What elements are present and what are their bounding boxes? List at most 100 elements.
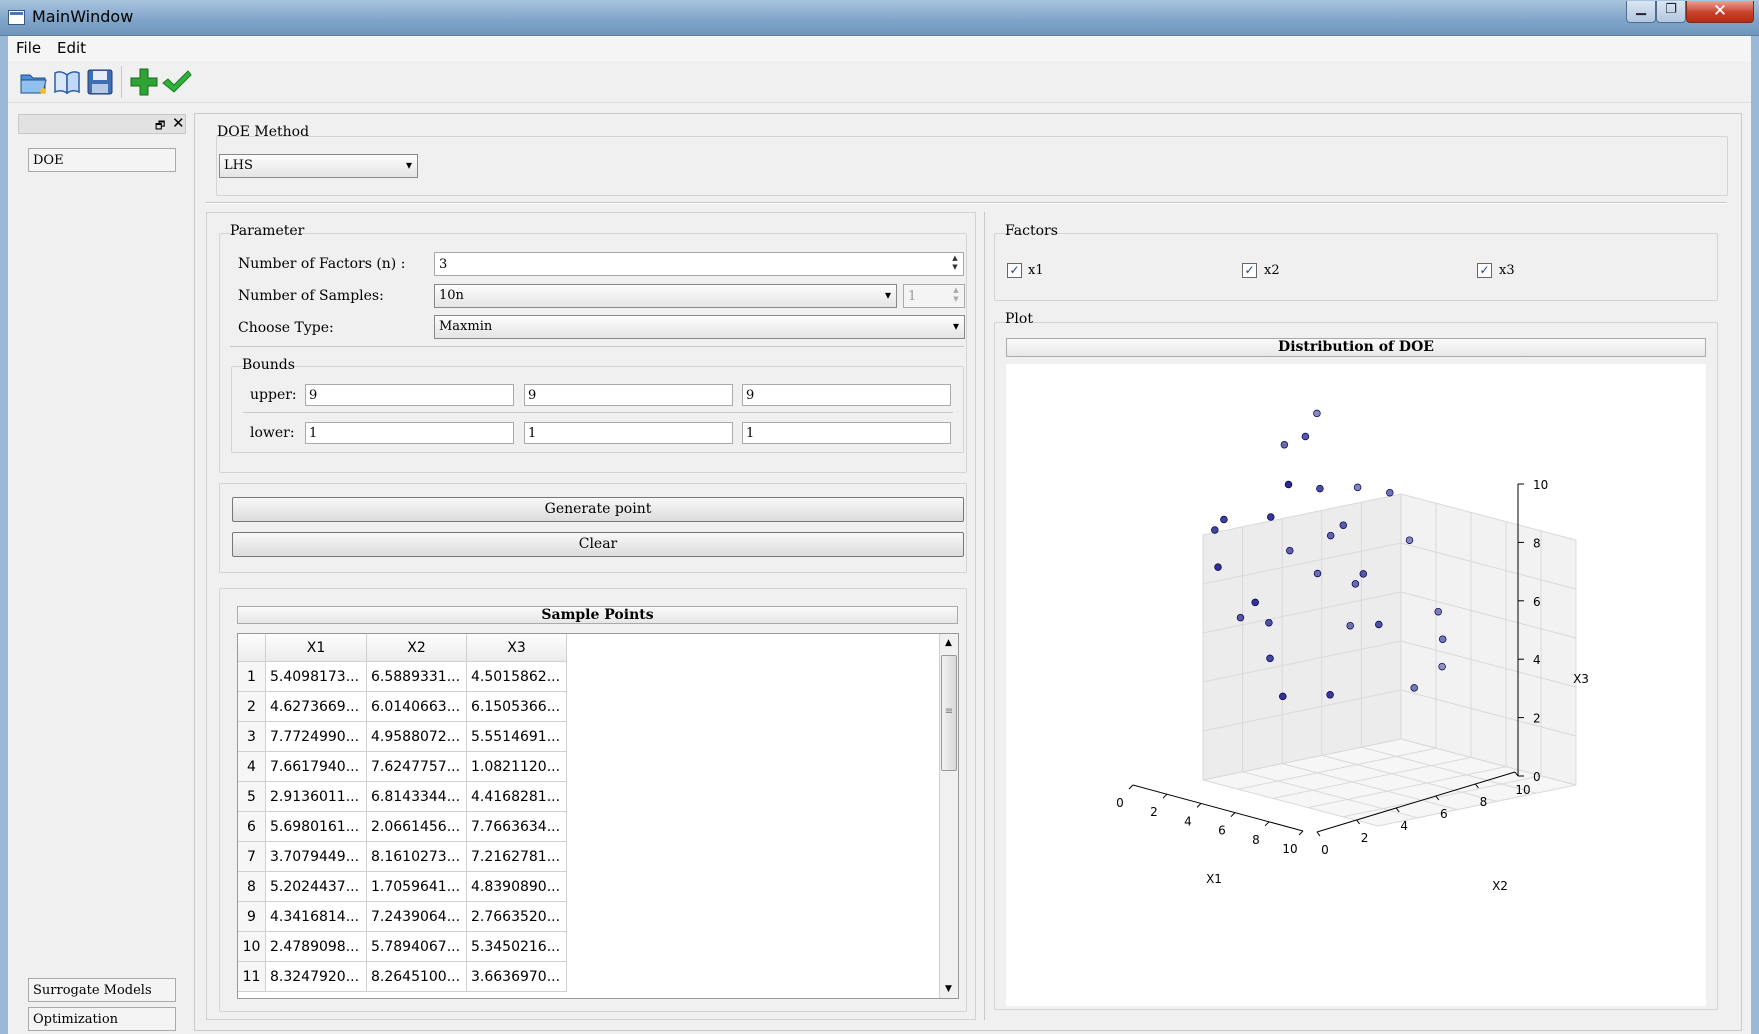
table-cell[interactable]: 4.8390890... <box>467 872 567 902</box>
lower-bound-x3-input[interactable]: 1 <box>742 422 951 444</box>
menu-edit[interactable]: Edit <box>57 39 87 57</box>
table-cell[interactable]: 3.7079449... <box>266 842 367 872</box>
sample-points-table[interactable]: X1 X2 X3 1 5.4098173... 6.5889331... 4.5015… <box>237 633 959 999</box>
table-cell[interactable]: 5.7894067... <box>367 932 467 962</box>
table-cell[interactable]: 8.1610273... <box>367 842 467 872</box>
table-corner[interactable] <box>238 634 266 662</box>
row-header[interactable]: 9 <box>238 902 266 932</box>
table-cell[interactable]: 5.2024437... <box>266 872 367 902</box>
dock-close-icon[interactable]: ✕ <box>172 114 185 132</box>
row-header[interactable]: 1 <box>238 662 266 692</box>
window-title-bar[interactable] <box>0 0 1759 36</box>
lower-bound-x2-input[interactable]: 1 <box>524 422 733 444</box>
factors-count-spinbox[interactable]: 3 ▲ ▼ <box>434 252 964 276</box>
x1-tick-label: 2 <box>1150 805 1158 819</box>
doe-method-group <box>216 136 1728 196</box>
scroll-down-icon[interactable]: ▼ <box>945 984 952 994</box>
row-header[interactable]: 11 <box>238 962 266 992</box>
check-icon[interactable] <box>160 66 192 98</box>
samples-count-select[interactable]: 10n <box>434 284 897 308</box>
dock-item-doe[interactable]: DOE <box>28 148 176 172</box>
table-cell[interactable]: 7.2162781... <box>467 842 567 872</box>
dock-title-bar[interactable] <box>18 114 186 134</box>
table-cell[interactable]: 4.6273669... <box>266 692 367 722</box>
column-header-x3[interactable]: X3 <box>467 634 567 662</box>
x1-axis-line <box>1132 784 1304 832</box>
table-cell[interactable]: 4.9588072... <box>367 722 467 752</box>
plot-title: Plot <box>1005 311 1033 327</box>
factor-x3-label: x3 <box>1499 263 1515 278</box>
dock-item-optimization[interactable]: Optimization <box>28 1007 176 1031</box>
table-cell[interactable]: 5.3450216... <box>467 932 567 962</box>
row-header[interactable]: 10 <box>238 932 266 962</box>
row-header[interactable]: 7 <box>238 842 266 872</box>
column-header-x2[interactable]: X2 <box>367 634 467 662</box>
dock-float-icon[interactable]: 🗗 <box>155 119 166 132</box>
table-cell[interactable]: 7.6617940... <box>266 752 367 782</box>
close-window-button[interactable]: ✕ <box>1686 1 1754 23</box>
column-header-x1[interactable]: X1 <box>266 634 367 662</box>
table-cell[interactable]: 4.3416814... <box>266 902 367 932</box>
parameter-panel <box>206 212 976 1020</box>
table-cell[interactable]: 5.6980161... <box>266 812 367 842</box>
table-cell[interactable]: 7.7724990... <box>266 722 367 752</box>
table-cell[interactable]: 2.0661456... <box>367 812 467 842</box>
spin-arrows-icon[interactable]: ▲ ▼ <box>953 286 959 303</box>
row-header[interactable]: 3 <box>238 722 266 752</box>
row-header[interactable]: 5 <box>238 782 266 812</box>
upper-bound-x3-input[interactable]: 9 <box>742 384 951 406</box>
lower-bound-label: lower: <box>250 425 295 441</box>
book-icon[interactable] <box>51 66 83 98</box>
table-cell[interactable]: 2.9136011... <box>266 782 367 812</box>
table-cell[interactable]: 3.6636970... <box>467 962 567 992</box>
menu-file[interactable]: File <box>16 39 42 57</box>
spin-arrows-icon[interactable]: ▲ ▼ <box>952 254 958 271</box>
upper-bound-x1-input[interactable]: 9 <box>305 384 514 406</box>
table-cell[interactable]: 6.8143344... <box>367 782 467 812</box>
table-cell[interactable]: 5.4098173... <box>266 662 367 692</box>
table-cell[interactable]: 1.7059641... <box>367 872 467 902</box>
clear-button[interactable]: Clear <box>232 532 964 557</box>
table-cell[interactable]: 4.4168281... <box>467 782 567 812</box>
table-cell[interactable]: 7.7663634... <box>467 812 567 842</box>
table-cell[interactable]: 7.2439064... <box>367 902 467 932</box>
table-cell[interactable]: 1.0821120... <box>467 752 567 782</box>
table-cell[interactable]: 6.5889331... <box>367 662 467 692</box>
doe-method-select[interactable]: LHS <box>219 154 418 178</box>
scrollbar-thumb[interactable]: ≡ <box>941 655 957 771</box>
factor-x2-checkbox[interactable]: ✓ <box>1242 263 1257 278</box>
scatter-point <box>1375 620 1383 629</box>
row-header[interactable]: 2 <box>238 692 266 722</box>
row-header[interactable]: 4 <box>238 752 266 782</box>
add-icon[interactable] <box>128 66 160 98</box>
row-header[interactable]: 8 <box>238 872 266 902</box>
maximize-button[interactable]: ❐ <box>1656 1 1686 23</box>
table-cell[interactable]: 5.5514691... <box>467 722 567 752</box>
table-cell[interactable]: 2.4789098... <box>266 932 367 962</box>
choose-type-select[interactable]: Maxmin <box>434 315 965 339</box>
dock-item-surrogate-models[interactable]: Surrogate Models <box>28 978 176 1002</box>
grid-line <box>1202 542 1402 585</box>
save-icon[interactable] <box>84 66 116 98</box>
factor-x1-checkbox[interactable]: ✓ <box>1007 263 1022 278</box>
upper-bound-x2-input[interactable]: 9 <box>524 384 733 406</box>
minimize-button[interactable]: ▁ <box>1626 1 1656 23</box>
table-cell[interactable]: 8.3247920... <box>266 962 367 992</box>
open-folder-icon[interactable] <box>18 66 50 98</box>
row-header[interactable]: 6 <box>238 812 266 842</box>
table-cell[interactable]: 6.0140663... <box>367 692 467 722</box>
grid-line <box>1202 640 1402 683</box>
doe-scatter-3d-chart[interactable]: 0 0 0 2 2 2 4 4 4 6 6 6 8 8 8 10 10 10 X1 X2 X3 <box>1006 364 1706 1006</box>
samples-multiplier-spinbox[interactable]: 1 ▲ ▼ <box>903 284 965 308</box>
lower-bound-x1-input[interactable]: 1 <box>305 422 514 444</box>
factor-x3-checkbox[interactable]: ✓ <box>1477 263 1492 278</box>
table-cell[interactable]: 6.1505366... <box>467 692 567 722</box>
scroll-up-icon[interactable]: ▲ <box>945 638 952 648</box>
x2-tick <box>1395 807 1400 813</box>
table-cell[interactable]: 8.2645100... <box>367 962 467 992</box>
table-cell[interactable]: 2.7663520... <box>467 902 567 932</box>
table-cell[interactable]: 7.6247757... <box>367 752 467 782</box>
table-cell[interactable]: 4.5015862... <box>467 662 567 692</box>
x1-tick-label: 8 <box>1252 833 1260 847</box>
generate-point-button[interactable]: Generate point <box>232 497 964 522</box>
